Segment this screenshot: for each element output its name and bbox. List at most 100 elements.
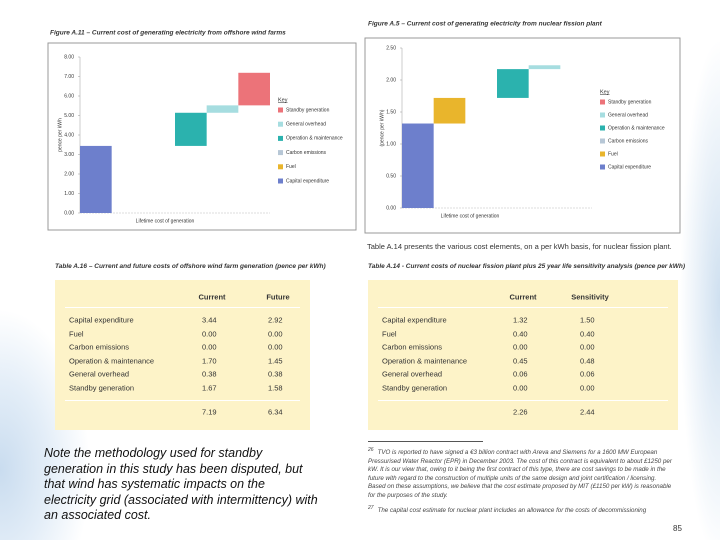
row-label: Carbon emissions	[69, 342, 130, 352]
table-cell: 0.00	[580, 342, 595, 352]
x-axis-label: Lifetime cost of generation	[441, 213, 500, 219]
footnote-text: TVO is reported to have signed a €3 bill…	[368, 449, 672, 500]
y-tick-label: 6.00	[64, 93, 74, 99]
table-cell: 0.00	[513, 383, 528, 393]
y-axis-label: (pence per kWh)	[379, 109, 385, 146]
legend-swatch	[278, 135, 283, 141]
table-cell: 0.48	[580, 356, 595, 366]
row-label: Operation & maintenance	[69, 356, 155, 366]
footnote-mark: 27	[368, 504, 374, 511]
row-label: Standby generation	[382, 383, 448, 393]
row-label: Capital expenditure	[69, 315, 134, 325]
legend-label: Operation & maintenance	[286, 136, 343, 142]
legend-swatch	[278, 150, 283, 156]
column-header: Current	[509, 292, 537, 302]
bar	[402, 123, 434, 208]
y-tick-label: 0.00	[386, 205, 396, 211]
chart-title: Figure A.11 – Current cost of generating…	[50, 30, 286, 37]
row-label: Capital expenditure	[382, 315, 447, 325]
legend-swatch	[278, 107, 283, 113]
table-cell: 0.38	[268, 369, 283, 379]
legend-label: Fuel	[608, 151, 618, 157]
table-cell: 0.38	[202, 369, 217, 379]
legend-label: Fuel	[286, 164, 296, 170]
y-tick-label: 8.00	[64, 54, 74, 60]
table-cell: 1.70	[202, 356, 217, 366]
table-cell: 2.92	[268, 315, 283, 325]
total-rule	[378, 400, 668, 401]
row-label: Standby generation	[69, 383, 135, 393]
table-cell: 1.45	[268, 356, 283, 366]
x-axis-label: Lifetime cost of generation	[136, 218, 195, 224]
table-cell: 1.58	[268, 383, 283, 393]
legend-swatch	[600, 112, 605, 118]
legend-title: Key	[278, 97, 288, 103]
y-tick-label: 7.00	[64, 74, 74, 80]
table-cell: 1.67	[202, 383, 217, 393]
y-tick-label: 2.50	[386, 45, 396, 51]
footnote: 26 TVO is reported to have signed a €3 bi…	[368, 446, 673, 501]
bar	[433, 97, 466, 124]
row-label: Carbon emissions	[382, 342, 443, 352]
row-label: Fuel	[382, 329, 397, 339]
table-cell: 0.00	[580, 383, 595, 393]
legend-title: Key	[600, 89, 610, 95]
y-axis-label: pence per kWh	[57, 118, 63, 152]
table-cell: 0.00	[268, 329, 283, 339]
y-tick-label: 5.00	[64, 113, 74, 119]
bar	[238, 72, 270, 106]
table-cell: 0.40	[580, 329, 595, 339]
legend-label: Operation & maintenance	[608, 125, 665, 131]
legend-label: Carbon emissions	[608, 138, 649, 144]
y-tick-label: 2.00	[64, 171, 74, 177]
row-label: General overhead	[69, 369, 130, 379]
y-tick-label: 1.50	[386, 109, 396, 115]
legend-label: Standby generation	[286, 107, 330, 113]
legend-label: General overhead	[608, 112, 648, 118]
table-cell: 0.00	[268, 342, 283, 352]
table-cell: 0.45	[513, 356, 528, 366]
bar	[206, 105, 239, 113]
header-rule	[378, 307, 668, 308]
chart-title: Figure A.5 – Current cost of generating …	[368, 21, 603, 28]
legend-swatch	[600, 125, 605, 131]
table: Current Future Capital expenditure 3.44 2.92…	[55, 280, 310, 430]
bar	[80, 145, 112, 213]
legend-swatch	[600, 99, 605, 105]
column-header: Current	[198, 292, 226, 302]
legend-swatch	[600, 151, 605, 157]
footnote-mark: 26	[368, 447, 374, 453]
footnote-rule	[368, 441, 483, 442]
bar	[175, 112, 207, 146]
row-label: Operation & maintenance	[382, 356, 468, 366]
y-tick-label: 1.00	[64, 191, 74, 197]
table-cell: 0.00	[202, 329, 217, 339]
footnotes: 26 TVO is reported to have signed a €3 bi…	[368, 446, 673, 518]
header-rule	[65, 307, 300, 308]
table-cell: 0.00	[513, 342, 528, 352]
legend-label: Capital expenditure	[608, 164, 651, 170]
table-total: 7.19	[202, 407, 217, 417]
y-tick-label: 2.00	[386, 77, 396, 83]
table-cell: 0.40	[513, 329, 528, 339]
column-header: Future	[266, 292, 290, 302]
table-total: 2.26	[513, 407, 528, 417]
paragraph: Table A.14 presents the various cost ele…	[367, 242, 672, 251]
note: Note the methodology used for standby ge…	[44, 446, 318, 523]
table-total: 6.34	[268, 407, 283, 417]
page-number: 85	[673, 524, 682, 533]
legend-label: General overhead	[286, 122, 326, 128]
y-tick-label: 0.00	[64, 210, 74, 216]
column-header: Sensitivity	[571, 292, 609, 302]
y-tick-label: 1.00	[386, 141, 396, 147]
footnote-text: The capital cost estimate for nuclear pl…	[377, 506, 647, 514]
legend-swatch	[278, 178, 283, 184]
legend-label: Standby generation	[608, 99, 652, 105]
total-rule	[65, 400, 300, 401]
footnote: 27 The capital cost estimate for nuclear …	[368, 504, 673, 516]
table: Current Sensitivity Capital expenditure 1.3…	[368, 280, 678, 430]
legend-label: Carbon emissions	[286, 150, 327, 156]
legend-swatch	[600, 164, 605, 170]
